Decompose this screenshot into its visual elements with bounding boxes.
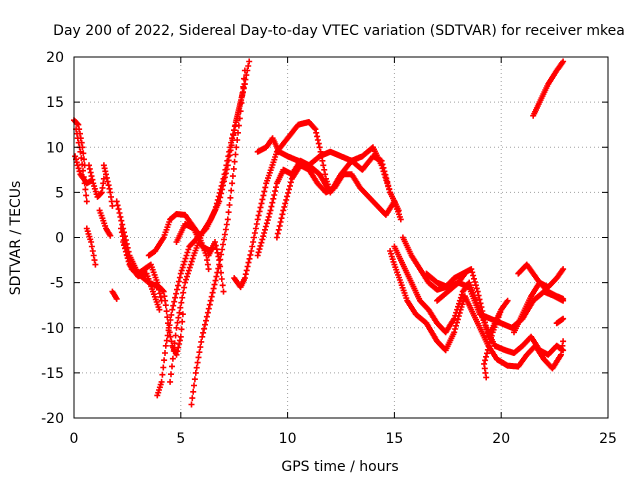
series-track-6	[83, 225, 99, 268]
grid-lines	[74, 57, 608, 418]
y-tick-label: -15	[41, 366, 64, 382]
y-axis-label: SDTVAR / TECUs	[8, 181, 24, 296]
series-track-28	[515, 261, 567, 302]
chart-title: Day 200 of 2022, Sidereal Day-to-day VTE…	[53, 23, 625, 39]
y-tick-label: 20	[46, 50, 64, 66]
series-track-5	[100, 162, 116, 209]
x-tick-label: 25	[599, 431, 617, 447]
x-tick-label: 5	[176, 431, 185, 447]
series-track-22	[387, 248, 567, 372]
series-track-14	[167, 81, 248, 385]
series-track-11	[120, 239, 163, 313]
series-track-7	[96, 207, 114, 239]
axis-tick-labels: 0 5 10 15 20 25 -20 -15 -10 -5 0 5 10 15 20	[41, 50, 617, 447]
y-tick-label: 5	[55, 185, 64, 201]
y-tick-label: 15	[46, 95, 64, 111]
series-track-18	[231, 119, 334, 291]
x-tick-label: 0	[70, 431, 79, 447]
y-tick-label: -20	[41, 411, 64, 427]
series-track-17	[205, 239, 227, 295]
series-track-21	[273, 162, 404, 241]
data-marks	[71, 58, 567, 408]
x-tick-label: 15	[385, 431, 403, 447]
x-tick-label: 10	[279, 431, 297, 447]
series-track-16	[188, 67, 248, 408]
series-track-30	[530, 58, 567, 119]
x-tick-label: 20	[492, 431, 510, 447]
y-tick-label: 0	[55, 231, 64, 247]
series-track-29	[553, 315, 567, 327]
series-track-8	[109, 288, 120, 302]
series-track-4	[86, 162, 107, 200]
axis-ticks	[73, 56, 609, 419]
y-tick-label: -10	[41, 321, 64, 337]
series-track-15	[173, 221, 214, 254]
y-tick-label: 10	[46, 140, 64, 156]
y-tick-label: -5	[50, 276, 64, 292]
x-axis-label: GPS time / hours	[281, 459, 398, 475]
